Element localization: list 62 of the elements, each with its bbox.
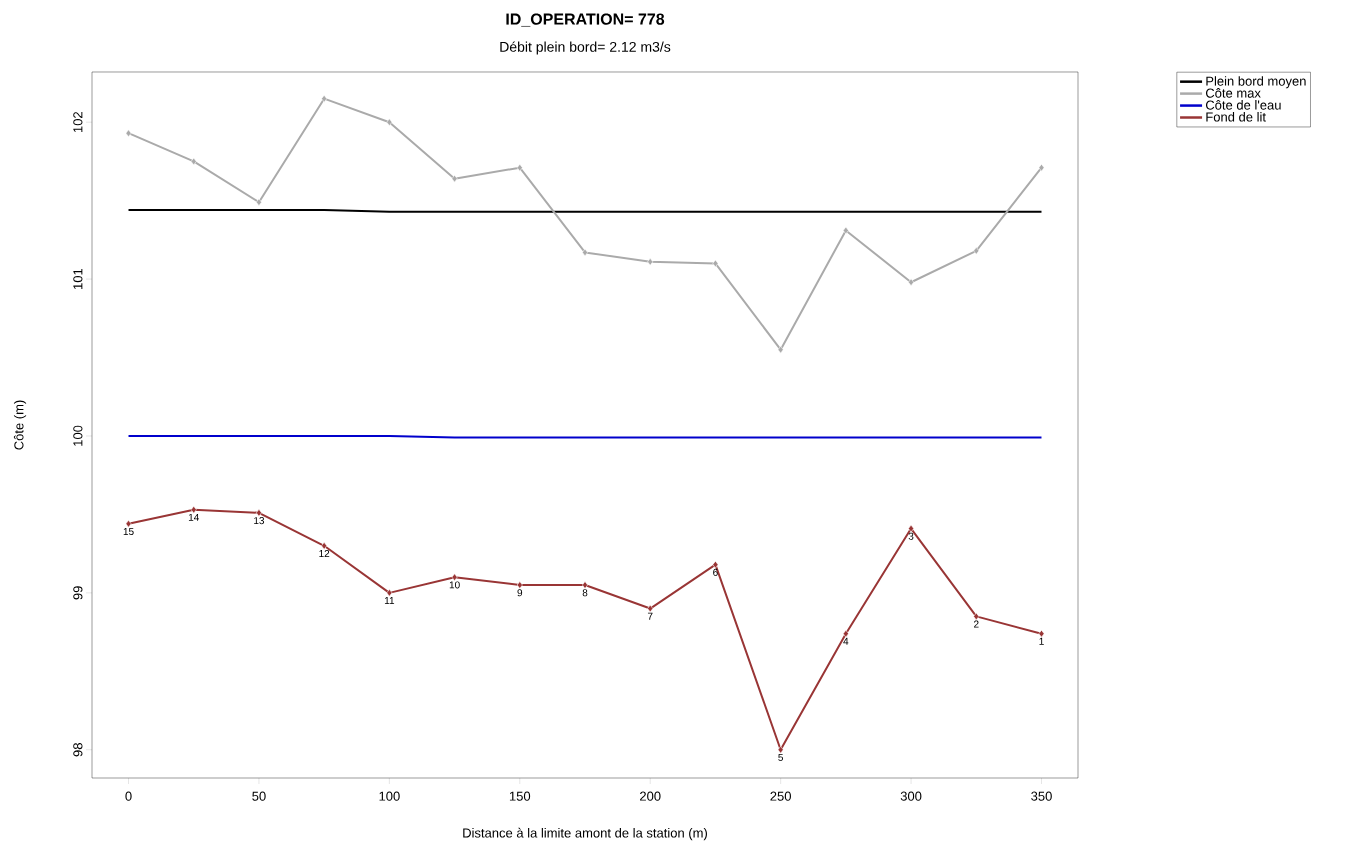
x-tick-label: 100	[379, 791, 400, 801]
y-tick-label: 99	[73, 586, 83, 600]
point	[125, 520, 132, 528]
x-tick-label: 300	[900, 791, 922, 801]
point	[973, 247, 980, 255]
y-tick-label: 98	[73, 743, 83, 757]
point	[451, 174, 458, 183]
point	[647, 258, 654, 266]
annotation: 13	[254, 517, 265, 525]
annotation: 2	[974, 620, 979, 628]
annotation: 7	[647, 612, 653, 620]
point	[712, 560, 719, 569]
point	[516, 581, 523, 589]
annotation: 3	[908, 532, 914, 540]
legend-label: Côte max	[1205, 88, 1261, 98]
point	[321, 94, 328, 103]
x-tick-label: 50	[252, 791, 266, 801]
x-tick-label: 0	[125, 791, 132, 801]
point	[1038, 629, 1045, 638]
x-axis-title: Distance à la limite amont de la station (m)	[463, 827, 707, 841]
y-tick-label: 100	[73, 425, 83, 446]
legend-label: Côte de l'eau	[1205, 100, 1281, 110]
point	[451, 573, 458, 581]
point	[647, 604, 654, 613]
x-tick-label: 150	[509, 791, 531, 801]
annotation: 6	[713, 568, 718, 576]
point	[1038, 163, 1045, 172]
chart-subtitle: Débit plein bord= 2.12 m3/s	[500, 41, 671, 55]
y-axis-title: Côte (m)	[13, 400, 27, 450]
point	[321, 542, 328, 550]
point	[190, 157, 197, 166]
chart-title: ID_OPERATION= 778	[506, 13, 665, 27]
point	[386, 118, 393, 126]
y-tick-label: 102	[73, 112, 83, 133]
y-tick-label: 101	[73, 268, 83, 289]
annotation: 12	[319, 550, 330, 557]
point	[777, 345, 784, 354]
x-tick-label: 250	[770, 791, 791, 801]
annotation: 4	[843, 637, 849, 645]
annotation: 1	[1039, 637, 1044, 645]
annotation: 8	[582, 589, 588, 597]
point	[842, 226, 849, 235]
point	[190, 505, 197, 514]
point	[582, 581, 588, 589]
annotation: 9	[517, 589, 523, 597]
legend-label: Plein bord moyen	[1206, 76, 1306, 89]
annotation: 10	[449, 581, 460, 589]
point	[256, 509, 262, 517]
point	[842, 629, 849, 638]
annotation: 15	[123, 528, 134, 536]
x-tick-label: 200	[640, 791, 661, 801]
legend-label: Fond de lit	[1206, 112, 1266, 122]
point	[712, 259, 719, 268]
point	[386, 589, 393, 597]
annotation: 11	[384, 597, 395, 604]
point	[125, 129, 132, 137]
point	[516, 163, 523, 172]
point	[777, 745, 784, 754]
annotation: 5	[778, 753, 784, 761]
annotation: 14	[188, 513, 199, 521]
point	[973, 612, 980, 621]
x-tick-label: 350	[1031, 791, 1052, 801]
